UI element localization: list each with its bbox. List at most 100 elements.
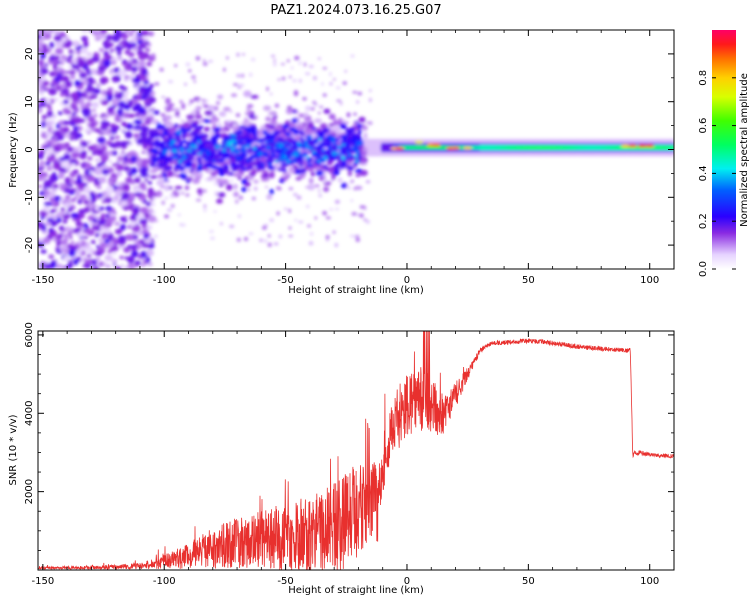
spectrogram-scatter-strong: [73, 132, 79, 141]
spectrogram-outlier: [344, 121, 350, 125]
spectrogram-scatter: [108, 215, 117, 222]
spectrogram-scatter: [127, 225, 132, 229]
spectrogram-cluster-core: [355, 148, 360, 151]
spectrogram-outlier: [170, 108, 176, 111]
spectrogram-cluster: [241, 186, 247, 193]
spectrogram-scatter-strong: [49, 41, 55, 49]
spectrogram-scatter: [46, 155, 55, 162]
spectrogram-cluster: [281, 124, 290, 129]
spectrogram-scatter: [63, 233, 69, 238]
spectrogram-cluster-halo: [243, 90, 252, 98]
spectrogram-cluster: [157, 162, 165, 168]
spectrogram-scatter-strong: [124, 131, 133, 139]
spectrogram-scatter: [146, 225, 153, 230]
spectrogram-scatter-strong: [126, 122, 134, 130]
spectrogram-scatter: [84, 162, 92, 169]
spectrogram-scatter: [114, 135, 120, 140]
spectrogram-outlier: [226, 56, 229, 60]
colorbar-ticks: 0.0 0.2 0.4 0.6 0.8: [698, 70, 736, 277]
spectrogram-scatter: [122, 59, 127, 64]
spectrogram-scatter-strong: [55, 123, 61, 129]
spectrogram-outlier: [209, 177, 214, 182]
spectrogram-outlier: [361, 205, 366, 209]
spectrogram-scatter: [106, 223, 112, 228]
spectrogram-scatter: [147, 31, 155, 37]
spectrogram-cluster: [223, 135, 229, 141]
spectrogram-outlier: [229, 110, 233, 113]
spectrogram-cluster: [198, 125, 204, 129]
spectrogram-cluster-halo: [354, 185, 363, 191]
spectrogram-cluster-core: [355, 150, 360, 154]
spectrogram-outlier: [164, 196, 169, 200]
spectrogram-cluster: [158, 143, 164, 149]
spectrogram-cluster: [298, 162, 304, 168]
spectrogram-scatter-strong: [136, 39, 143, 45]
spectrogram-scatter: [100, 213, 106, 217]
spectrogram-scatter: [135, 74, 141, 79]
spectrogram-cluster: [322, 127, 330, 133]
spectrogram-cluster: [341, 182, 347, 189]
spectrogram-scatter: [55, 47, 64, 55]
spectrogram-scatter: [74, 109, 80, 114]
spectrogram-cluster-halo: [232, 172, 242, 178]
spectrogram-outlier: [305, 72, 311, 75]
spectrogram-cluster: [233, 163, 241, 168]
spectrogram-cluster-halo: [363, 132, 368, 139]
spectrogram-scatter: [74, 196, 78, 200]
spectrogram-outlier: [153, 234, 158, 239]
spectrogram-scatter-strong: [140, 126, 150, 132]
spectrogram-cluster-core: [221, 144, 225, 149]
spectrogram-cluster-core: [288, 143, 292, 148]
spectrogram-scatter-strong: [97, 136, 106, 144]
spectrogram-scatter-strong: [83, 110, 89, 118]
spectrogram-cluster-core: [226, 140, 233, 146]
spectrogram-scatter: [68, 49, 74, 54]
spectrogram-cluster-core: [347, 153, 352, 158]
spectrogram-outlier: [274, 103, 280, 108]
spectrogram-cluster: [306, 163, 314, 168]
spectrogram-cluster-halo: [196, 188, 203, 194]
spectrogram-outlier: [359, 205, 363, 209]
spectrogram-scatter: [125, 234, 134, 241]
spectrogram-outlier: [210, 236, 215, 240]
spectrogram-scatter: [88, 221, 94, 225]
spectrogram-scatter-strong: [125, 42, 134, 50]
spectrogram-cluster: [323, 139, 329, 143]
spectrogram-xtick-label: 100: [640, 275, 659, 286]
spectrogram-scatter-strong: [64, 177, 71, 184]
colorbar-label: Normalized spectral amplitude: [739, 73, 750, 227]
spectrogram-scatter: [138, 53, 147, 61]
spectrogram-scatter: [69, 54, 74, 58]
spectrogram-cluster: [189, 123, 198, 128]
spectrogram-scatter: [58, 171, 65, 178]
spectrogram-outlier: [273, 58, 276, 63]
spectrogram-cluster-halo: [163, 115, 172, 121]
spectrogram-cluster-core: [197, 164, 203, 168]
spectrogram-line-peak: [463, 146, 473, 150]
spectrogram-outlier: [330, 179, 334, 183]
spectrogram-scatter: [80, 140, 89, 148]
spectrogram-cluster-halo: [328, 113, 336, 120]
spectrogram-cluster-halo: [217, 192, 226, 198]
spectrogram-outlier: [243, 119, 249, 123]
spectrogram-cluster: [251, 161, 259, 166]
spectrogram-cluster-halo: [149, 175, 158, 179]
spectrogram-scatter: [68, 260, 73, 264]
spectrogram-scatter-strong: [133, 119, 143, 125]
spectrogram-cluster-core: [328, 134, 333, 139]
spectrogram-scatter-strong: [133, 192, 143, 197]
spectrogram-scatter: [121, 150, 125, 153]
spectrogram-scatter: [57, 111, 63, 116]
colorbar-tick-label: 0.4: [698, 165, 709, 181]
spectrogram-scatter-strong: [83, 40, 89, 48]
spectrogram-cluster-halo: [285, 108, 294, 115]
snr-series-line: [38, 331, 674, 570]
spectrogram-outlier: [332, 78, 336, 81]
spectrogram-cluster: [345, 141, 350, 148]
spectrogram-cluster-core: [193, 144, 197, 149]
spectrogram-cluster: [294, 155, 302, 160]
spectrogram-scatter: [98, 96, 104, 102]
spectrogram-cluster-core: [164, 147, 169, 152]
spectrogram-cluster-core: [246, 158, 251, 163]
snr-ytick-label: 2000: [24, 479, 35, 504]
